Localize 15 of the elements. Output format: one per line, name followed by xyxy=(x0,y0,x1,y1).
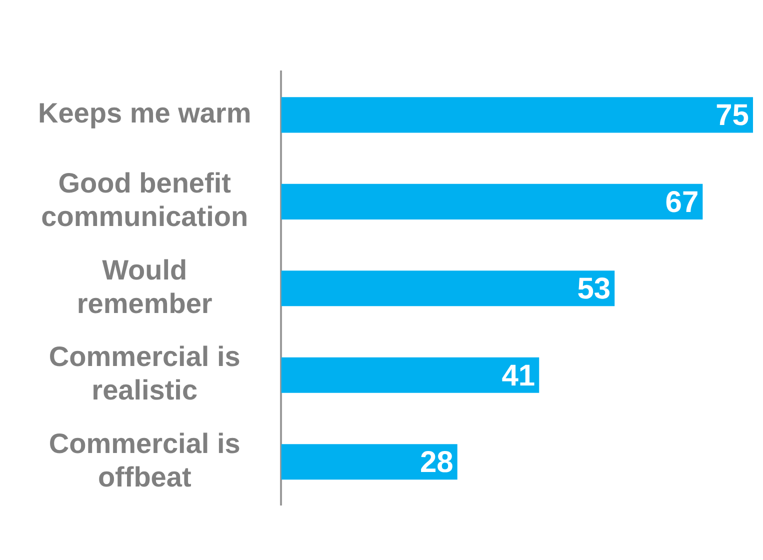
data-label: 28 xyxy=(420,446,454,480)
data-label: 67 xyxy=(665,186,699,219)
data-label: 53 xyxy=(577,272,611,306)
y-tick-label: Would remember xyxy=(76,254,212,319)
y-tick-label: Good benefit communication xyxy=(41,168,248,232)
y-tick-label: Keeps me warm xyxy=(38,98,252,129)
bar xyxy=(281,444,458,480)
bar xyxy=(281,357,540,393)
y-tick-label: Commercial is realistic xyxy=(48,341,240,406)
y-tick-label: Commercial is offbeat xyxy=(48,428,240,492)
bar xyxy=(281,97,753,133)
bar xyxy=(281,184,703,220)
bar xyxy=(281,270,615,306)
data-label: 41 xyxy=(502,359,536,392)
data-label: 75 xyxy=(716,99,749,132)
